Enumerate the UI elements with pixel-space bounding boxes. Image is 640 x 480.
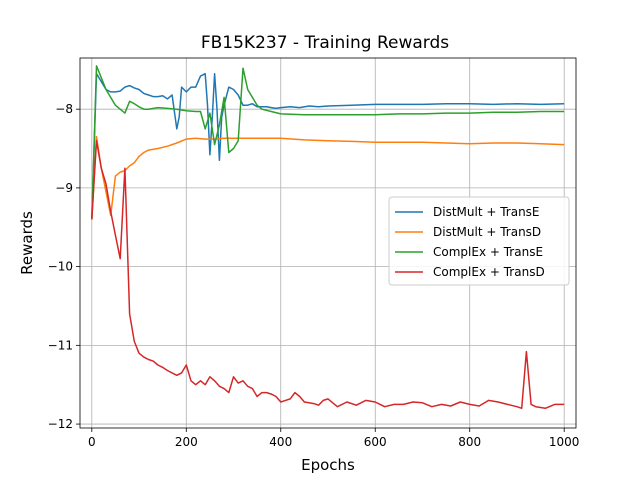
y-tick-label: −9	[55, 181, 73, 195]
series-line-4	[91, 139, 565, 410]
y-tick-label: −8	[55, 102, 73, 116]
x-axis-ticks: 0 200 400 600 800 1000	[88, 428, 579, 449]
legend-box	[388, 196, 570, 286]
x-axis-title: Epochs	[301, 456, 355, 474]
series-line-2	[91, 135, 565, 220]
y-axis-ticks: −12 −11 −10 −9 −8	[48, 102, 80, 431]
y-axis-title: Rewards	[18, 211, 36, 275]
series-line-1	[91, 72, 565, 220]
x-tick-label: 1000	[549, 435, 580, 449]
chart-title: FB15K237 - Training Rewards	[201, 33, 449, 53]
series-line-3	[91, 65, 565, 220]
legend-label: DistMult + TransD	[433, 225, 541, 239]
series-lines	[91, 65, 565, 410]
y-tick-label: −12	[48, 417, 73, 431]
x-tick-label: 200	[175, 435, 198, 449]
legend-label: ComplEx + TransD	[433, 265, 545, 279]
x-tick-label: 600	[364, 435, 387, 449]
y-tick-label: −11	[48, 338, 73, 352]
x-tick-label: 800	[458, 435, 481, 449]
plot-area-frame	[79, 57, 577, 429]
legend-label: DistMult + TransE	[433, 205, 540, 219]
legend-label: ComplEx + TransE	[433, 245, 543, 259]
legend: DistMult + TransE DistMult + TransD ComplE…	[388, 196, 570, 286]
x-tick-label: 400	[269, 435, 292, 449]
y-tick-label: −10	[48, 260, 73, 274]
x-tick-label: 0	[88, 435, 96, 449]
